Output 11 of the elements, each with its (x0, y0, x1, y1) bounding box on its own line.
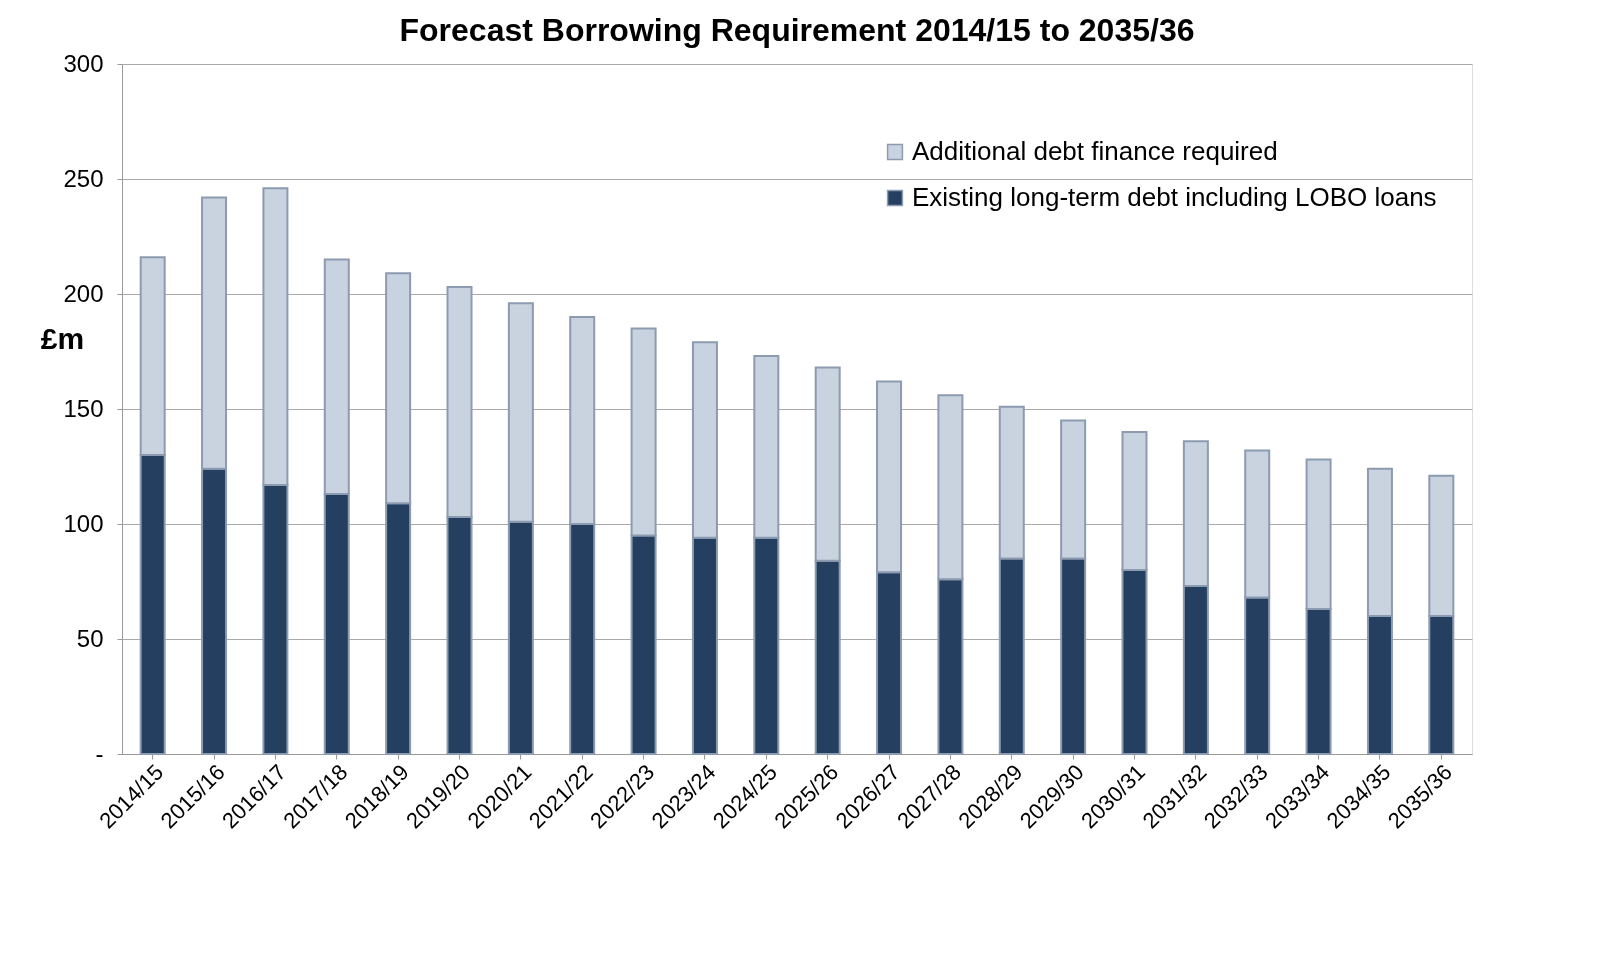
y-tick-label: 150 (63, 394, 104, 422)
y-tick-label: 250 (63, 164, 104, 192)
y-tick-label: 200 (63, 279, 104, 307)
chart-title: Forecast Borrowing Requirement 2014/15 to 2035/36 (399, 12, 1195, 48)
y-tick-label: 300 (63, 49, 104, 77)
y-tick-label: - (95, 739, 104, 767)
legend-label: Additional debt finance required (912, 136, 1278, 166)
y-axis-title: £m (40, 321, 85, 355)
y-tick-label: 100 (63, 509, 104, 537)
legend-label: Existing long-term debt including LOBO loans (912, 182, 1437, 212)
y-tick-label: 50 (76, 624, 104, 652)
